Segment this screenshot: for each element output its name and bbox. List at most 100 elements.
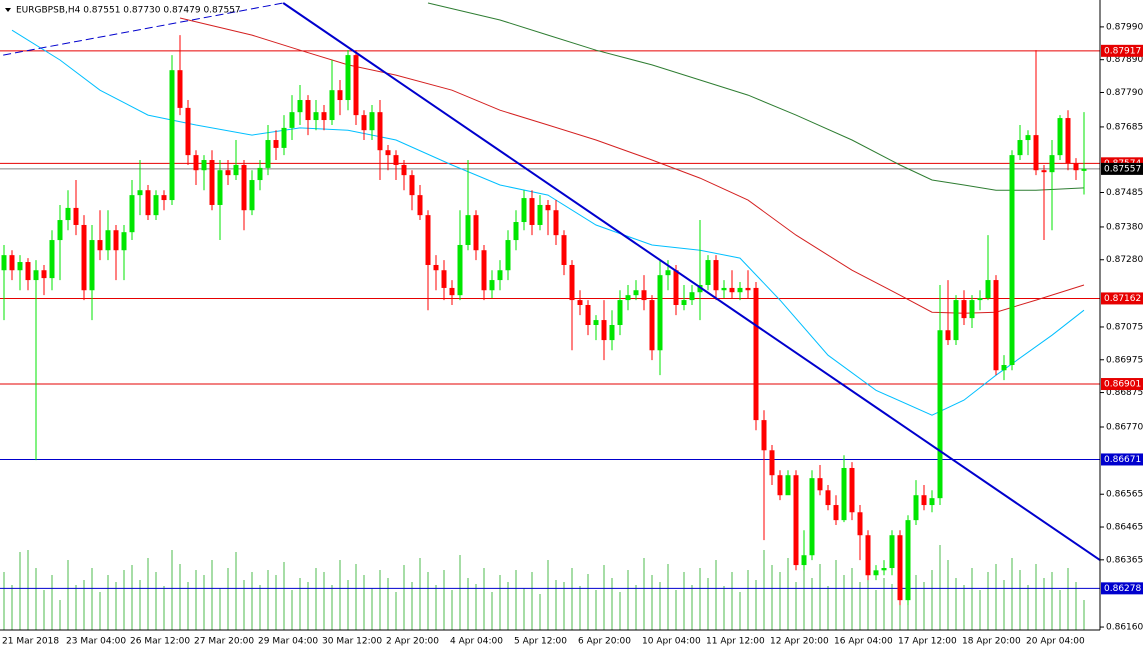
price-tag	[1101, 378, 1143, 391]
candle-body	[265, 140, 271, 168]
candle-body	[777, 475, 783, 496]
candle-body	[1025, 135, 1031, 141]
candle-body	[905, 520, 911, 601]
candle-body	[465, 215, 471, 245]
candle-body	[113, 230, 119, 251]
candle-body	[401, 164, 407, 176]
candle-body	[97, 240, 103, 251]
candle-body	[249, 180, 255, 211]
y-tick-label: 0.87485	[1106, 188, 1143, 198]
candle-body	[945, 330, 951, 341]
x-tick-label: 21 Mar 2018	[2, 637, 59, 647]
candle-body	[801, 555, 807, 566]
candle-body	[553, 210, 559, 236]
x-tick-label: 10 Apr 04:00	[642, 637, 701, 647]
price-tag-label: 0.87917	[1104, 46, 1141, 56]
x-tick-label: 2 Apr 20:00	[386, 637, 439, 647]
price-tag	[1101, 44, 1143, 57]
candle-body	[193, 155, 199, 171]
y-tick-label: 0.87280	[1106, 255, 1143, 265]
x-tick-label: 30 Mar 12:00	[322, 637, 382, 647]
candle-body	[73, 207, 79, 225]
candle-body	[833, 505, 839, 521]
candle-body	[209, 160, 215, 205]
candle-body	[889, 535, 895, 569]
candle-body	[1001, 365, 1007, 371]
candle-body	[417, 195, 423, 216]
candle-body	[137, 190, 143, 196]
price-tag-label: 0.86671	[1104, 455, 1141, 465]
candle-body	[753, 287, 759, 421]
candle-body	[177, 70, 183, 108]
candle-body	[937, 330, 943, 499]
plot-area	[0, 2, 1100, 630]
candle-body	[329, 90, 335, 121]
candle-body	[841, 467, 847, 521]
x-tick-label: 16 Apr 04:00	[834, 637, 893, 647]
candle-body	[369, 112, 375, 131]
candle-body	[785, 475, 791, 496]
candle-body	[761, 420, 767, 451]
y-tick-label: 0.87790	[1106, 88, 1143, 98]
y-tick-label: 0.86565	[1106, 490, 1143, 500]
candle-body	[537, 204, 543, 225]
candle-body	[17, 262, 23, 271]
candle-body	[425, 215, 431, 265]
y-tick-label: 0.87075	[1106, 322, 1143, 332]
x-tick-label: 27 Mar 20:00	[194, 637, 254, 647]
y-tick-label: 0.86465	[1106, 523, 1143, 533]
candle-body	[65, 207, 71, 221]
candle-body	[665, 270, 671, 276]
candle-body	[153, 195, 159, 216]
candle-body	[201, 160, 207, 171]
candle-body	[1009, 155, 1015, 366]
candle-body	[1033, 135, 1039, 171]
candle-body	[729, 287, 735, 293]
candle-body	[473, 215, 479, 251]
candle-body	[609, 325, 615, 341]
y-tick-label: 0.86875	[1106, 388, 1143, 398]
candle-body	[345, 55, 351, 101]
candle-body	[297, 100, 303, 113]
candle-body	[489, 280, 495, 291]
price-tag	[1101, 453, 1143, 466]
y-tick-label: 0.86160	[1106, 623, 1143, 633]
candle-body	[321, 112, 327, 121]
candle-body	[793, 475, 799, 566]
candle-body	[257, 167, 263, 181]
candle-body	[545, 204, 551, 211]
x-tick-label: 11 Apr 12:00	[706, 637, 765, 647]
x-tick-label: 26 Mar 12:00	[130, 637, 190, 647]
candle-body	[273, 140, 279, 148]
candle-body	[977, 298, 983, 301]
candle-body	[857, 512, 863, 536]
candle-body	[1065, 118, 1071, 163]
x-tick-label: 18 Apr 20:00	[962, 637, 1021, 647]
candle-body	[457, 244, 463, 296]
x-tick-label: 5 Apr 12:00	[514, 637, 567, 647]
price-tag-label: 0.87557	[1104, 164, 1141, 174]
y-tick-label: 0.87990	[1106, 22, 1143, 32]
candle-body	[993, 280, 999, 371]
candle-body	[305, 100, 311, 121]
candle-body	[825, 490, 831, 506]
candle-body	[961, 300, 967, 319]
candle-body	[721, 287, 727, 291]
candle-body	[1, 255, 7, 271]
candle-body	[433, 264, 439, 271]
chart-title: EURGBPSB,H4 0.87551 0.87730 0.87479 0.87…	[16, 6, 241, 16]
candle-body	[361, 115, 367, 131]
candle-body	[913, 495, 919, 521]
candle-body	[929, 498, 935, 506]
candle-body	[1017, 140, 1023, 156]
price-tag-label: 0.87162	[1104, 294, 1141, 304]
candle-body	[985, 280, 991, 299]
candle-body	[409, 175, 415, 196]
trendline	[282, 2, 1100, 561]
candle-body	[513, 222, 519, 241]
candle-body	[185, 107, 191, 156]
candle-body	[281, 127, 287, 148]
candle-body	[737, 287, 743, 293]
candle-body	[849, 467, 855, 513]
